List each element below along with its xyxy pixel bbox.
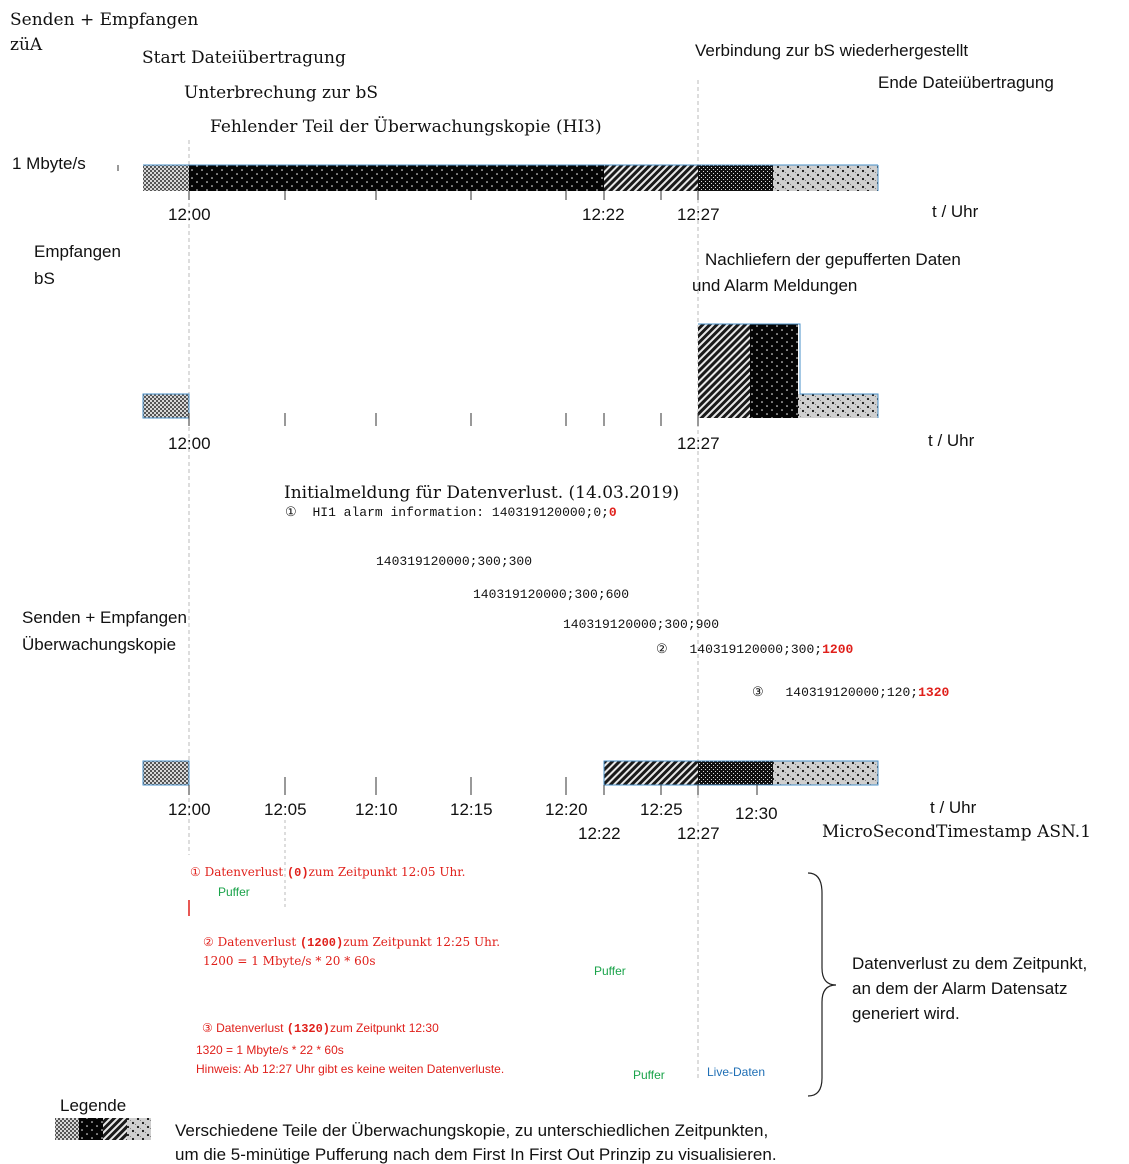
live-data-label: Live-Daten	[707, 1065, 766, 1079]
loss-3-value: (1320)	[286, 1022, 331, 1036]
bs-axis-ticks	[188, 413, 699, 426]
bs-tick-label: 12:00	[168, 434, 211, 453]
copy-tick-label-lower: 12:27	[677, 824, 720, 843]
zua-segment-5	[773, 165, 878, 191]
brace-note-line2: an dem der Alarm Datensatz	[852, 979, 1068, 998]
copy-tick-label: 12:15	[450, 800, 493, 819]
bs-title-line1: Empfangen	[34, 242, 121, 261]
guide-lines	[188, 80, 699, 1080]
copy-axis-label: t / Uhr	[930, 798, 977, 817]
timestamp-label: MicroSecondTimestamp ASN.1	[822, 822, 1092, 842]
bs-note-line1: Nachliefern der gepufferten Daten	[705, 250, 961, 269]
zua-segment-1	[143, 165, 189, 191]
bs-segment-burst-2	[750, 324, 798, 418]
bs-title-line2: bS	[34, 269, 55, 288]
zua-bar	[117, 164, 879, 191]
alarm-message-5: ② 140319120000;300;1200	[656, 643, 853, 656]
copy-tick-label: 12:05	[264, 800, 307, 819]
zua-tick-label: 12:00	[168, 205, 211, 224]
alarm-message-4: 140319120000;300;900	[563, 617, 720, 632]
alarm-message-2: 140319120000;300;300	[376, 554, 533, 569]
loss-1-prefix: ① Datenverlust	[190, 865, 287, 879]
copy-segment-live	[773, 761, 878, 785]
start-transfer-label: Start Dateiübertragung	[142, 48, 346, 68]
zua-segment-3	[604, 165, 698, 191]
bs-segment-burst-1	[698, 324, 750, 418]
zua-tick-label: 12:22	[582, 205, 625, 224]
alarm-text-6: 140319120000;120;	[785, 685, 919, 700]
bs-segment-live	[798, 394, 878, 418]
loss-3: ③ Datenverlust (1320)zum Zeitpunkt 12:30	[202, 1022, 439, 1035]
alarm-text-1: HI1 alarm information: 140319120000;0;	[312, 505, 609, 520]
zua-title-line2: züA	[10, 35, 43, 55]
alarm-value-6: 1320	[918, 685, 950, 700]
zua-tick-label: 12:27	[677, 205, 720, 224]
reconnect-label: Verbindung zur bS wiederhergestellt	[695, 41, 969, 60]
alarm-number-1: ①	[285, 505, 297, 520]
copy-tick-label: 12:20	[545, 800, 588, 819]
buffer-label: Puffer	[594, 964, 626, 978]
loss-3-suffix: zum Zeitpunkt 12:30	[330, 1021, 439, 1035]
copy-tick-label-lower: 12:22	[578, 824, 621, 843]
copy-segment-buffer	[604, 761, 698, 785]
bs-axis-label: t / Uhr	[928, 431, 975, 450]
copy-tick-label: 12:25	[640, 800, 683, 819]
zua-axis-ticks	[188, 191, 699, 200]
copy-axis-ticks	[188, 777, 758, 795]
loss-2-suffix: zum Zeitpunkt 12:25 Uhr.	[343, 935, 501, 949]
legend-line2: um die 5-minütige Pufferung nach dem Fir…	[175, 1145, 777, 1164]
buffer-label: Puffer	[218, 885, 250, 899]
alarm-text-5: 140319120000;300;	[689, 642, 823, 657]
copy-segment-alarm	[698, 761, 773, 785]
copy-segment-initial	[142, 760, 190, 786]
loss-1-value: (0)	[286, 866, 309, 880]
alarm-heading: Initialmeldung für Datenverlust. (14.03.…	[284, 483, 680, 503]
right-brace	[807, 872, 837, 1097]
loss-2-prefix: ② Datenverlust	[203, 935, 300, 949]
alarm-value-5: 1200	[822, 642, 854, 657]
zua-segment-2	[189, 165, 604, 191]
rate-label: 1 Mbyte/s	[12, 154, 86, 173]
zua-segment-4	[698, 165, 773, 191]
bs-segment-initial	[142, 393, 190, 419]
copy-title-line1: Senden + Empfangen	[22, 608, 187, 627]
bs-outline	[698, 323, 879, 418]
bs-note-line2: und Alarm Meldungen	[692, 276, 858, 295]
brace-note-line3: generiert wird.	[852, 1004, 960, 1023]
legend-title: Legende	[60, 1096, 127, 1115]
loss-3-prefix: ③ Datenverlust	[202, 1021, 287, 1035]
copy-tick-label: 12:30	[735, 804, 778, 823]
brace-note-line1: Datenverlust zu dem Zeitpunkt,	[852, 954, 1088, 973]
loss-1: ① Datenverlust (0)zum Zeitpunkt 12:05 Uh…	[190, 866, 465, 879]
missing-part-label: Fehlender Teil der Überwachungskopie (HI…	[210, 117, 602, 137]
legend-swatch	[55, 1118, 151, 1140]
alarm-number-2: ②	[656, 642, 668, 657]
bs-tick-label: 12:27	[677, 434, 720, 453]
loss-3-note: Hinweis: Ab 12:27 Uhr gibt es keine weit…	[196, 1062, 505, 1076]
alarm-message-6: ③ 140319120000;120;1320	[752, 686, 949, 699]
loss-2-formula: 1200 = 1 Mbyte/s * 20 * 60s	[203, 954, 376, 968]
copy-tick-label: 12:00	[168, 800, 211, 819]
bs-bars	[142, 323, 879, 419]
zua-axis-label: t / Uhr	[932, 202, 979, 221]
loss-1-suffix: zum Zeitpunkt 12:05 Uhr.	[308, 865, 466, 879]
loss-3-formula: 1320 = 1 Mbyte/s * 22 * 60s	[196, 1043, 344, 1057]
alarm-number-3: ③	[752, 685, 764, 700]
loss-2-value: (1200)	[299, 936, 344, 950]
copy-bars	[142, 760, 879, 786]
interruption-label: Unterbrechung zur bS	[184, 83, 378, 103]
buffer-label: Puffer	[633, 1068, 665, 1082]
legend-line1: Verschiedene Teile der Überwachungskopie…	[175, 1121, 769, 1140]
end-transfer-label: Ende Dateiübertragung	[878, 73, 1054, 92]
loss-2: ② Datenverlust (1200)zum Zeitpunkt 12:25…	[203, 936, 500, 949]
copy-tick-label: 12:10	[355, 800, 398, 819]
alarm-message-3: 140319120000;300;600	[473, 587, 630, 602]
alarm-value-1: 0	[608, 505, 617, 520]
zua-title-line1: Senden + Empfangen	[10, 10, 199, 30]
copy-title-line2: Überwachungskopie	[22, 635, 177, 654]
copy-bar-outline	[603, 760, 879, 786]
alarm-message-1: ① HI1 alarm information: 140319120000;0;…	[285, 506, 617, 519]
